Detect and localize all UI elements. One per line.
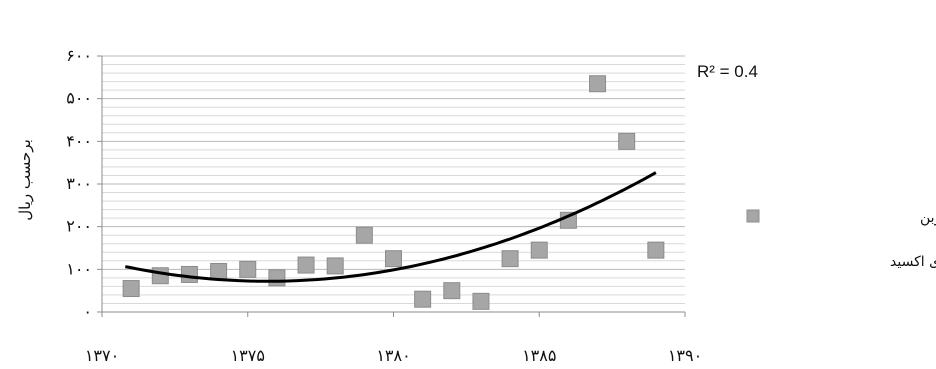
- r-squared-label: R² = 0.4: [697, 62, 758, 81]
- data-point: [530, 241, 548, 259]
- data-point: [151, 267, 169, 285]
- data-point: [618, 132, 636, 150]
- data-point: [589, 75, 607, 93]
- data-points: [122, 75, 665, 310]
- data-point: [355, 226, 373, 244]
- legend-label-line1: قیمت سایه‌ای کربن: [920, 210, 936, 226]
- data-point: [122, 280, 140, 298]
- trendline: [125, 171, 657, 283]
- legend-label-line2: دی اکسید: [890, 254, 936, 270]
- y-tick-label: ۱۰۰: [66, 259, 92, 278]
- data-point: [268, 269, 286, 287]
- y-tick-label: ۰: [83, 302, 92, 321]
- x-tick-label: ۱۳۸۵: [522, 346, 556, 365]
- x-tick-label: ۱۳۷۵: [231, 346, 265, 365]
- y-tick-label: ۶۰۰: [66, 46, 92, 65]
- y-tick-label: ۳۰۰: [66, 174, 92, 193]
- data-point: [326, 257, 344, 275]
- tick-labels: ۰ ۱۰۰ ۲۰۰ ۳۰۰ ۴۰۰ ۵۰۰ ۶۰۰ ۱۳۷۰ ۱۳۷۵ ۱۳۸۰ ۱۳۸۵ ۱۳۹۰: [66, 46, 702, 365]
- y-axis-label: برحسب ریال: [16, 139, 34, 221]
- legend-marker: [746, 209, 760, 223]
- data-point: [501, 250, 519, 268]
- data-point: [414, 290, 432, 308]
- data-point: [472, 292, 490, 310]
- data-point: [239, 260, 257, 278]
- x-tick-label: ۱۳۹۰: [668, 346, 702, 365]
- data-point: [297, 256, 315, 274]
- data-point: [180, 265, 198, 283]
- data-point: [443, 282, 461, 300]
- data-point: [385, 250, 402, 268]
- x-tick-label: ۱۳۸۰: [376, 346, 410, 365]
- data-point: [647, 241, 665, 259]
- gridlines: [102, 55, 685, 304]
- x-tick-label: ۱۳۷۰: [85, 346, 119, 365]
- data-point: [210, 262, 228, 280]
- axes: [97, 55, 686, 317]
- y-tick-label: ۲۰۰: [66, 217, 92, 236]
- y-tick-label: ۵۰۰: [66, 89, 92, 108]
- legend: قیمت سایه‌ای کربن دی اکسید: [746, 209, 936, 270]
- y-tick-label: ۴۰۰: [66, 131, 92, 150]
